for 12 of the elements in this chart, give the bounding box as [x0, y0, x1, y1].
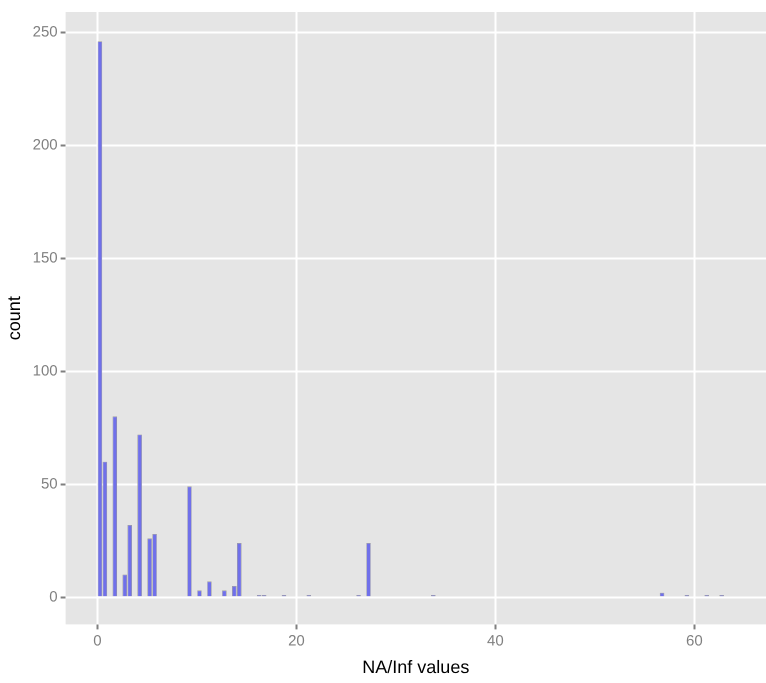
x-tick-label: 20 [288, 632, 305, 650]
y-tick-label: 100 [32, 362, 58, 380]
x-axis-title: NA/Inf values [362, 657, 470, 678]
x-tick-label: 60 [686, 632, 703, 650]
y-axis-title: count [4, 296, 24, 340]
y-tick-label: 0 [49, 588, 58, 606]
x-tick-label: 40 [487, 632, 504, 650]
y-tick-label: 150 [32, 249, 58, 266]
y-tick-label: 50 [40, 475, 58, 492]
x-tick-label: 0 [93, 632, 102, 650]
y-tick-label: 250 [32, 23, 58, 40]
y-tick-label: 200 [32, 136, 58, 154]
